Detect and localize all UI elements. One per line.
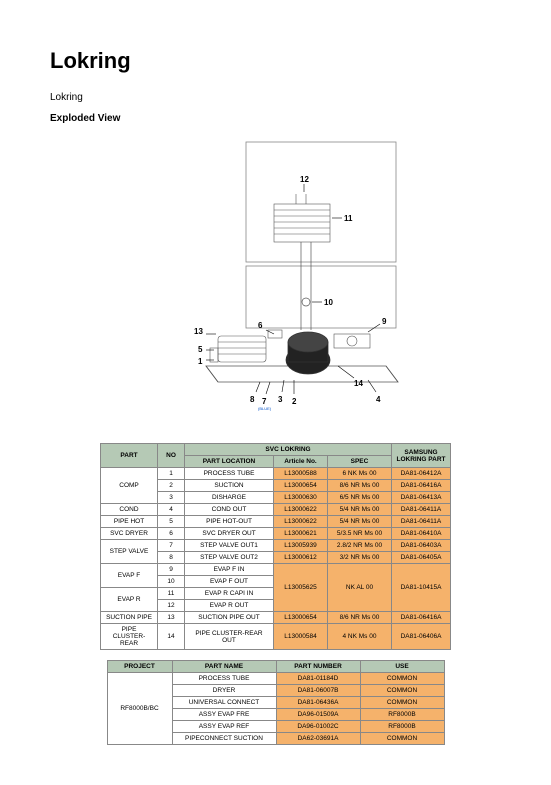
callout-6: 6 xyxy=(258,321,263,330)
callout-12: 12 xyxy=(300,175,309,184)
exploded-view-diagram: 12 11 10 9 6 13 5 1 8 7 (BLUE) 3 2 4 14 xyxy=(50,134,501,429)
callout-8: 8 xyxy=(250,395,255,404)
lokring-table: PART NO SVC LOKRING SAMSUNG LOKRING PART… xyxy=(100,443,451,650)
hdr-loc: PART LOCATION xyxy=(185,456,274,468)
section-heading: Exploded View xyxy=(50,113,501,124)
callout-2: 2 xyxy=(292,397,297,406)
callout-10: 10 xyxy=(324,298,333,307)
callout-13: 13 xyxy=(194,327,203,336)
callout-7: 7 xyxy=(262,397,267,406)
hdr-num: PART NUMBER xyxy=(276,661,360,673)
subtitle: Lokring xyxy=(50,92,501,103)
callout-5: 5 xyxy=(198,345,203,354)
hdr-project: PROJECT xyxy=(107,661,172,673)
page-title: Lokring xyxy=(50,48,501,74)
hdr-art: Article No. xyxy=(274,456,328,468)
project-table: PROJECT PART NAME PART NUMBER USE RF8000… xyxy=(107,660,445,745)
hdr-no: NO xyxy=(158,444,185,468)
hdr-samsung: SAMSUNG LOKRING PART xyxy=(392,444,451,468)
callout-11: 11 xyxy=(344,214,353,223)
hdr-name: PART NAME xyxy=(172,661,276,673)
callout-4: 4 xyxy=(376,395,381,404)
hdr-part: PART xyxy=(101,444,158,468)
hdr-svc: SVC LOKRING xyxy=(185,444,392,456)
callout-14: 14 xyxy=(354,379,363,388)
callout-1: 1 xyxy=(198,357,203,366)
hdr-spec: SPEC xyxy=(328,456,392,468)
hdr-use: USE xyxy=(360,661,444,673)
callout-3: 3 xyxy=(278,395,283,404)
callout-9: 9 xyxy=(382,317,387,326)
callout-blue: (BLUE) xyxy=(258,406,272,411)
